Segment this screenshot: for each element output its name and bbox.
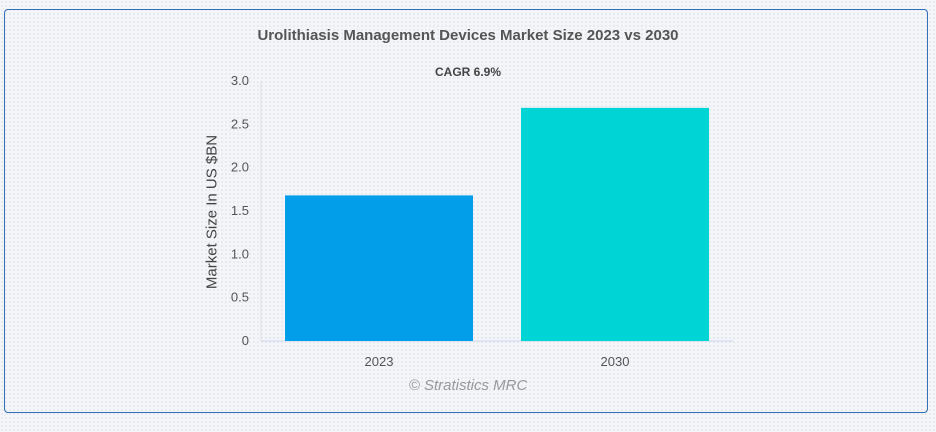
- chart-title: Urolithiasis Management Devices Market S…: [257, 27, 679, 44]
- y-tick-label: 0.5: [231, 290, 249, 305]
- y-tick-label: 1.5: [231, 203, 249, 218]
- bar-2030[interactable]: [521, 107, 709, 341]
- chart-card: [4, 9, 928, 413]
- y-tick-label: 3.0: [231, 73, 249, 88]
- x-tick-label: 2023: [365, 354, 394, 369]
- x-tick-label: 2030: [601, 354, 630, 369]
- y-tick-label: 0: [242, 333, 249, 348]
- y-tick-label: 2.0: [231, 160, 249, 175]
- chart-subtitle: CAGR 6.9%: [434, 65, 502, 79]
- y-tick-label: 2.5: [231, 116, 249, 131]
- source-credit: © Stratistics MRC: [408, 377, 528, 394]
- y-tick-label: 1.0: [231, 246, 249, 261]
- bar-2023[interactable]: [285, 195, 473, 341]
